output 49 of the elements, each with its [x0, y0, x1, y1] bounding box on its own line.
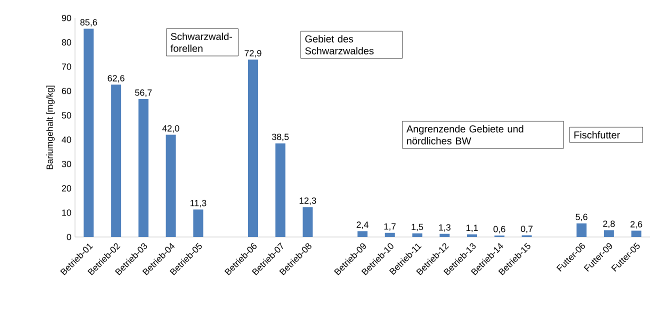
y-tick-label: 80 [62, 39, 72, 46]
y-tick-label: 50 [62, 112, 72, 119]
y-tick-label: 0 [66, 234, 72, 240]
data-label: 0,7 [520, 226, 533, 234]
y-tick-label: 20 [62, 185, 72, 192]
annotation: Gebiet des Schwarzwaldes [305, 35, 374, 54]
data-label: 85,6 [80, 19, 98, 27]
bar [193, 210, 204, 237]
y-tick-label: 30 [62, 160, 72, 168]
bar [440, 234, 450, 237]
bar [358, 231, 368, 237]
bar [412, 233, 422, 237]
data-label: 38,5 [272, 134, 289, 142]
data-label: 1,7 [384, 223, 396, 231]
bar [248, 60, 258, 237]
bar [631, 230, 642, 237]
bar [384, 232, 395, 237]
y-axis-title: Bariumgehalt [mg/kg] [46, 86, 55, 170]
annotation: Schwarzwald-forellen [170, 32, 232, 52]
bar [138, 99, 148, 237]
bar [576, 223, 587, 237]
data-label: 62,6 [108, 75, 124, 82]
bar [604, 230, 614, 237]
y-tick-label: 60 [62, 88, 72, 94]
bar [275, 143, 286, 237]
data-label: 2,8 [603, 220, 615, 228]
data-label: 2,4 [356, 222, 368, 229]
bar [166, 134, 176, 237]
data-label: 1,5 [412, 224, 424, 232]
bar [302, 207, 313, 237]
data-label: 1,1 [466, 224, 478, 232]
y-tick-label: 90 [62, 14, 72, 22]
y-tick-label: 70 [62, 63, 72, 70]
data-label: 12,3 [300, 197, 316, 205]
data-label: 56,7 [135, 89, 152, 97]
data-label: 72,9 [244, 50, 262, 58]
bar [111, 84, 122, 237]
data-label: 5,6 [576, 214, 588, 222]
data-label: 42,0 [162, 125, 180, 133]
data-label: 11,3 [190, 200, 206, 208]
data-label: 0,6 [494, 226, 506, 234]
data-label: 2,6 [630, 221, 642, 228]
annotation: Angrenzende Gebiete und nördliches BW [406, 125, 524, 144]
y-tick-label: 40 [62, 136, 72, 143]
bar [467, 234, 478, 237]
y-tick-label: 10 [62, 209, 72, 216]
data-label: 1,3 [439, 224, 450, 232]
annotation: Fischfutter [574, 131, 620, 138]
bar [84, 28, 94, 237]
